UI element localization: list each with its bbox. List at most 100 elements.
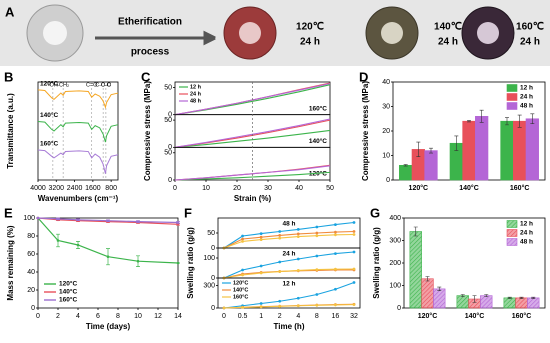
point (56, 217, 60, 221)
legend-swatch (506, 84, 518, 92)
point (315, 225, 319, 229)
y-axis-title: Swelling ratio (g/g) (372, 227, 381, 299)
point (334, 287, 337, 291)
series-line (223, 230, 355, 249)
x-tick-label: 0 (36, 313, 40, 320)
point (278, 234, 282, 237)
legend-label: 24 h (190, 91, 202, 97)
y-tick-label: 0 (397, 305, 401, 312)
point (315, 254, 319, 258)
error-bar (413, 226, 418, 237)
x-tick-label: 3200 (48, 185, 64, 192)
legend-swatch (506, 102, 518, 110)
y-axis-title: Swelling ratio (g/g) (186, 227, 195, 299)
point (222, 306, 226, 310)
point (241, 306, 244, 309)
point (352, 230, 356, 233)
sample-temp: 140℃ (434, 22, 462, 33)
point (259, 271, 263, 275)
bar (424, 150, 438, 181)
y-axis-title: Transmittance (a.u.) (6, 93, 15, 169)
sample-disk (223, 6, 277, 60)
panel-label: 12 h (282, 281, 295, 288)
series-label: 140°C (40, 111, 58, 119)
y-tick-label: 60 (27, 251, 35, 258)
point (241, 234, 244, 238)
bar (527, 297, 540, 309)
series-line (174, 165, 331, 181)
x-axis-title: Time (h) (274, 322, 305, 331)
bar (456, 295, 469, 309)
legend-label: 48 h (520, 103, 533, 110)
legend-label: 160°C (233, 294, 248, 300)
point (278, 260, 282, 264)
y-tick-label: 0 (168, 144, 172, 151)
point (296, 232, 300, 236)
point (259, 305, 263, 309)
y-tick-label: 50 (207, 230, 215, 237)
legend-label: 140°C (59, 288, 77, 296)
point (259, 232, 263, 236)
sample-time: 24 h (300, 37, 320, 48)
legend-swatch (506, 93, 518, 101)
bar (503, 297, 516, 309)
error-bar (425, 276, 430, 282)
sample-temp: 120℃ (296, 22, 324, 33)
y-tick-label: 50 (164, 117, 172, 124)
x-tick-label: 40 (295, 185, 303, 192)
series-line (223, 251, 355, 279)
annotation: C-O-C (95, 82, 111, 88)
y-tick-label: 10 (382, 152, 390, 159)
point (296, 228, 300, 231)
legend-label: 12 h (520, 85, 533, 92)
x-tick-label: 8 (116, 313, 120, 320)
y-tick-label: 50 (164, 84, 172, 91)
point (315, 293, 319, 296)
point (259, 235, 263, 239)
annotation: -OH (48, 82, 58, 88)
x-tick-label: 50 (326, 185, 334, 192)
y-tick-label: 40 (27, 269, 35, 276)
legend-label: 120°C (59, 280, 77, 288)
point (315, 234, 319, 238)
x-tick-label: 4 (296, 313, 300, 320)
x-tick-label: 140°C (459, 184, 479, 192)
point (352, 281, 356, 284)
sample-disk (461, 6, 515, 60)
point (278, 236, 282, 240)
x-tick-label: 140°C (465, 312, 485, 320)
x-tick-label: 160°C (512, 312, 532, 320)
error-bar (505, 117, 509, 126)
point (241, 240, 244, 243)
x-tick-label: 2 (278, 313, 282, 320)
legend-swatch (506, 220, 518, 228)
bar (409, 231, 422, 309)
x-tick-label: 0 (222, 313, 226, 320)
point (352, 233, 356, 236)
legend-label: 120°C (233, 280, 248, 286)
point (315, 303, 319, 307)
point (241, 237, 244, 241)
y-tick-label: 200 (389, 260, 401, 267)
error-bar (472, 295, 477, 303)
bar (525, 118, 539, 181)
panel-letter: A (5, 4, 15, 19)
y-tick-label: 100 (23, 215, 35, 222)
error-bar (460, 294, 465, 298)
legend-swatch (506, 229, 518, 237)
point (334, 230, 337, 234)
error-bar (517, 114, 522, 128)
y-axis-title: Compressive stress (MPa) (143, 81, 152, 181)
y-tick-label: 0 (168, 112, 172, 119)
series-line (174, 171, 331, 181)
point (315, 268, 319, 271)
point (241, 273, 244, 277)
series-line (37, 217, 179, 225)
sample-temp: 160℃ (516, 22, 544, 33)
x-tick-label: 12 (154, 313, 162, 320)
spectrum-line (37, 89, 119, 110)
panel-label: 140°C (309, 137, 327, 145)
point (352, 267, 356, 271)
y-axis-title: Mass remaining (%) (6, 225, 15, 300)
series-label: 160°C (40, 140, 58, 148)
